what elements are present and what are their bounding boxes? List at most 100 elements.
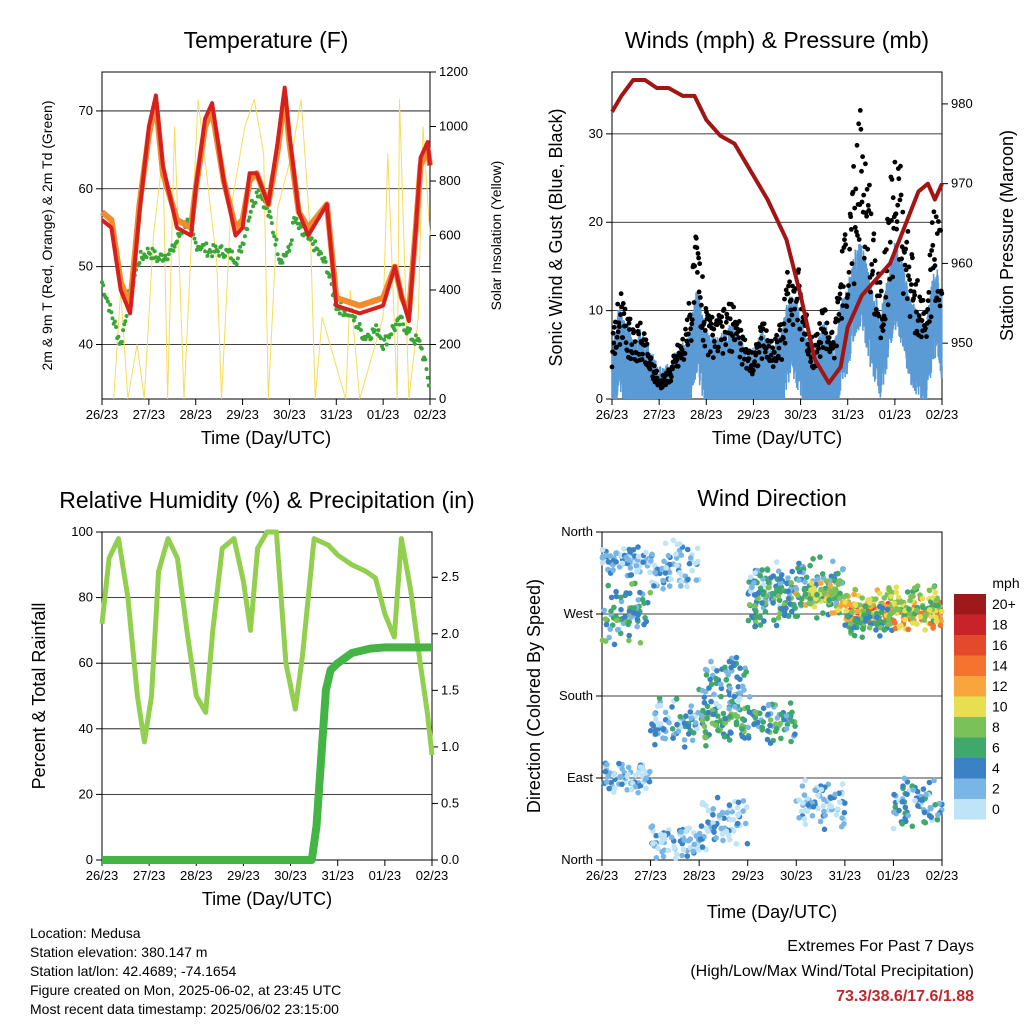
direction-point — [652, 727, 659, 733]
direction-point — [773, 622, 780, 629]
direction-point — [841, 821, 847, 827]
legend-swatch — [954, 737, 986, 758]
dewpoint-point — [235, 256, 240, 261]
direction-point — [778, 711, 784, 718]
direction-point — [892, 804, 899, 810]
direction-point — [768, 575, 774, 581]
dewpoint-point — [219, 244, 224, 249]
gust-point — [736, 335, 742, 341]
direction-point — [791, 601, 797, 608]
direction-point — [823, 578, 830, 584]
gust-point — [816, 346, 821, 352]
x-tick-label: 31/23 — [320, 407, 353, 422]
direction-point — [622, 614, 628, 620]
direction-point — [685, 837, 692, 844]
dewpoint-point — [287, 248, 292, 253]
direction-point — [733, 654, 740, 661]
gust-point — [852, 225, 858, 230]
direction-point — [710, 820, 716, 826]
direction-point — [718, 685, 725, 692]
gust-point — [904, 239, 910, 245]
direction-point — [781, 612, 788, 619]
gust-point — [785, 291, 791, 296]
y-tick-label: 60 — [79, 181, 93, 196]
legend-label: 20+ — [992, 596, 1016, 612]
gust-point — [654, 368, 660, 374]
dewpoint-point — [171, 248, 176, 253]
precipitation-line — [102, 643, 432, 864]
dewpoint-point — [397, 322, 402, 327]
dewpoint-point — [223, 254, 227, 258]
gust-point — [697, 295, 703, 300]
gust-point — [614, 334, 620, 340]
gust-point — [688, 338, 694, 343]
x-tick-label: 28/23 — [180, 868, 213, 883]
gust-point — [787, 279, 792, 285]
direction-point — [720, 710, 727, 717]
direction-point — [862, 603, 869, 610]
direction-point — [902, 804, 909, 811]
gust-point — [852, 205, 858, 211]
gust-point — [824, 320, 830, 326]
direction-point — [701, 694, 708, 700]
direction-point — [666, 719, 672, 726]
direction-point — [802, 591, 809, 597]
x-tick-label: 26/23 — [596, 407, 629, 422]
y-tick-label: 0 — [596, 391, 603, 406]
direction-point — [910, 787, 917, 793]
direction-point — [933, 597, 940, 604]
direction-point — [713, 675, 719, 682]
pressure-line — [610, 78, 944, 385]
direction-point — [852, 601, 858, 608]
direction-point — [744, 840, 751, 847]
gust-point — [788, 307, 794, 313]
direction-point — [803, 574, 810, 581]
gust-point — [878, 335, 884, 341]
x-tick-label: 28/23 — [683, 868, 716, 883]
dewpoint-point — [412, 341, 417, 346]
direction-point — [673, 696, 680, 702]
gust-point — [924, 334, 929, 339]
direction-point — [726, 836, 733, 843]
direction-point — [917, 614, 924, 620]
direction-point — [686, 825, 693, 831]
y-right-tick-label: 2.5 — [441, 569, 459, 584]
direction-point — [788, 580, 794, 586]
direction-point — [938, 618, 944, 624]
direction-point — [613, 588, 619, 595]
gust-point — [776, 345, 782, 351]
direction-point — [603, 552, 609, 559]
gust-point — [611, 340, 617, 346]
gust-point — [639, 357, 645, 362]
gust-point — [770, 364, 776, 370]
gust-point — [917, 294, 923, 300]
gust-point — [861, 255, 867, 261]
direction-point — [614, 617, 620, 624]
gust-point — [643, 337, 649, 343]
direction-point — [745, 617, 752, 624]
y-right-tick-label: 1000 — [439, 119, 468, 134]
gust-point — [736, 319, 742, 324]
direction-point — [702, 688, 709, 695]
direction-point — [814, 615, 820, 621]
direction-point — [837, 590, 843, 597]
direction-point — [681, 837, 687, 844]
gust-point — [711, 326, 717, 332]
direction-point — [610, 567, 616, 573]
dewpoint-point — [319, 251, 324, 256]
gust-point — [627, 327, 632, 332]
direction-point — [689, 737, 696, 744]
direction-point — [652, 569, 658, 576]
direction-point — [902, 616, 908, 623]
direction-point — [777, 580, 784, 586]
direction-point — [801, 816, 808, 822]
direction-point — [866, 599, 873, 606]
gust-point — [675, 363, 681, 369]
direction-point — [702, 666, 709, 673]
direction-point — [860, 608, 866, 614]
direction-point — [711, 829, 717, 835]
gust-point — [877, 293, 882, 299]
gust-point — [877, 280, 883, 285]
direction-point — [810, 556, 816, 562]
gust-point — [899, 256, 904, 262]
